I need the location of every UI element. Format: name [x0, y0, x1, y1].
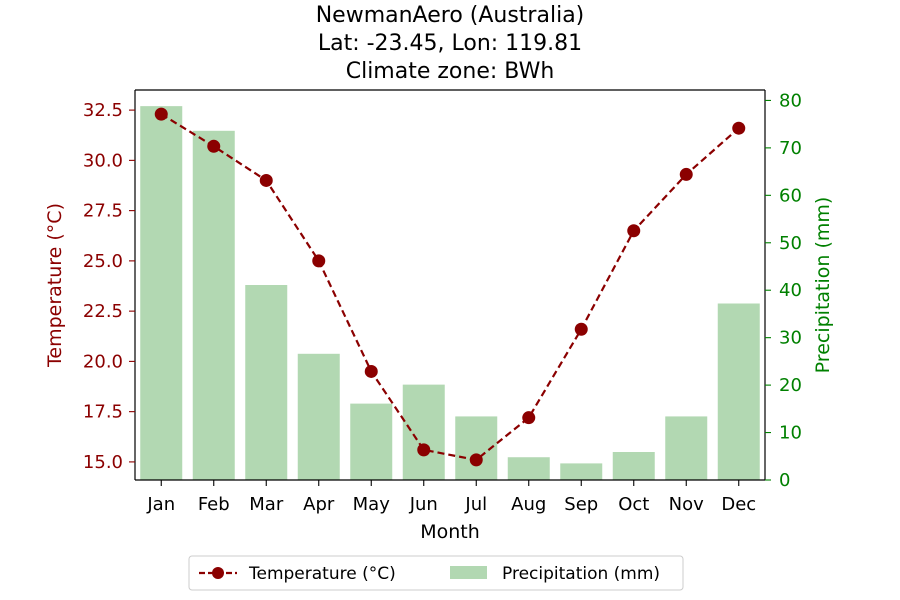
title-line-2: Lat: -23.45, Lon: 119.81 — [318, 31, 582, 56]
y-left-tick-label: 15.0 — [83, 452, 123, 473]
precipitation-bar-dec — [717, 303, 760, 480]
y-right-tick-label: 50 — [779, 233, 802, 254]
temperature-point-mar — [259, 173, 273, 187]
y-axis-left-label: Temperature (°C) — [44, 203, 66, 368]
x-tick-label-apr: Apr — [303, 494, 335, 515]
precipitation-bar-nov — [665, 416, 708, 480]
legend-box — [188, 555, 684, 591]
x-tick-label-dec: Dec — [721, 494, 756, 515]
y-left-tick-label: 20.0 — [83, 351, 123, 372]
precipitation-bar-aug — [507, 457, 550, 480]
x-tick-label-feb: Feb — [198, 494, 230, 515]
y-left-tick-label: 17.5 — [83, 402, 123, 423]
temperature-point-may — [364, 364, 378, 378]
precipitation-bars — [140, 106, 760, 481]
x-tick-label-oct: Oct — [618, 494, 649, 515]
temperature-point-dec — [732, 121, 746, 135]
x-tick-label-jun: Jun — [409, 494, 438, 515]
temperature-point-aug — [522, 411, 536, 425]
y-right-tick-label: 80 — [779, 90, 802, 111]
precipitation-bar-oct — [612, 452, 655, 480]
precipitation-bar-feb — [192, 130, 235, 480]
legend-precipitation-label: Precipitation (mm) — [502, 564, 660, 584]
y-left-tick-label: 22.5 — [83, 301, 123, 322]
y-right-tick-label: 70 — [779, 138, 802, 159]
legend-temperature-label: Temperature (°C) — [248, 564, 396, 584]
x-tick-label-may: May — [353, 494, 391, 515]
y-left-tick-label: 27.5 — [83, 201, 123, 222]
temperature-point-oct — [627, 224, 641, 238]
y-axis-right-label: Precipitation (mm) — [812, 197, 834, 374]
y-right-tick-label: 30 — [779, 328, 802, 349]
y-right-tick-label: 0 — [779, 470, 790, 491]
precipitation-bar-may — [350, 403, 393, 480]
y-right-tick-label: 10 — [779, 423, 802, 444]
plot-frame — [134, 89, 766, 481]
temperature-point-sep — [574, 322, 588, 336]
x-tick-label-mar: Mar — [249, 494, 284, 515]
x-tick-label-sep: Sep — [564, 494, 598, 515]
y-axis-right: 0 10 20 30 40 50 60 70 80 — [765, 90, 802, 491]
x-axis-label: Month — [420, 521, 480, 543]
y-right-tick-label: 20 — [779, 375, 802, 396]
chart-title: NewmanAero (Australia) Lat: -23.45, Lon:… — [316, 3, 585, 84]
legend: Temperature (°C) Precipitation (mm) — [188, 555, 684, 591]
temperature-point-jan — [154, 107, 168, 121]
temperature-line-series — [154, 107, 746, 467]
precipitation-bar-apr — [297, 353, 340, 480]
legend-precipitation-swatch — [450, 566, 487, 579]
precipitation-bar-mar — [245, 285, 288, 480]
y-right-tick-label: 60 — [779, 185, 802, 206]
temperature-point-feb — [207, 139, 221, 153]
y-left-tick-label: 25.0 — [83, 251, 123, 272]
temperature-point-nov — [679, 167, 693, 181]
x-axis: Jan Feb Mar Apr May Jun Jul Aug Sep Oct Nov Dec — [146, 480, 756, 515]
x-tick-label-jan: Jan — [146, 494, 175, 515]
y-right-tick-label: 40 — [779, 280, 802, 301]
temperature-line — [160, 113, 740, 462]
x-tick-label-nov: Nov — [669, 494, 704, 515]
title-line-3: Climate zone: BWh — [346, 59, 555, 84]
precipitation-bar-sep — [560, 463, 603, 480]
temperature-point-jun — [417, 443, 431, 457]
temperature-point-apr — [312, 254, 326, 268]
x-tick-label-aug: Aug — [511, 494, 546, 515]
y-left-tick-label: 32.5 — [83, 100, 123, 121]
y-axis-left: 15.0 17.5 20.0 22.5 25.0 27.5 30.0 32.5 — [83, 100, 135, 473]
legend-temperature-marker — [212, 567, 224, 579]
title-line-1: NewmanAero (Australia) — [316, 3, 585, 28]
precipitation-bar-jun — [402, 384, 445, 480]
temperature-point-jul — [469, 453, 483, 467]
precipitation-bar-jan — [140, 106, 183, 481]
x-tick-label-jul: Jul — [464, 494, 487, 515]
y-left-tick-label: 30.0 — [83, 150, 123, 171]
